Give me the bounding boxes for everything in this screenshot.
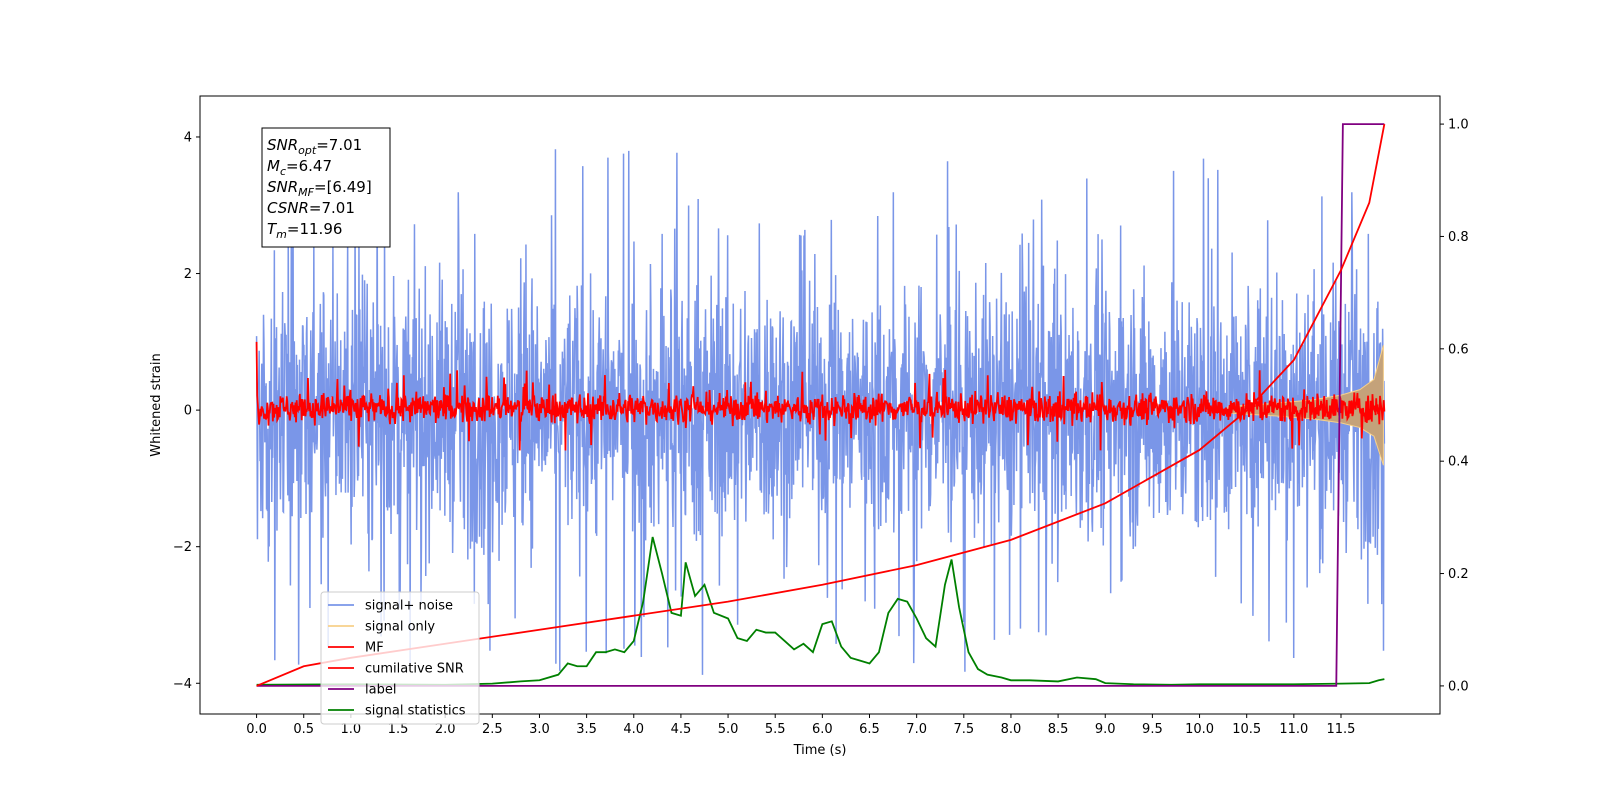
y-tick-label: −2 [173,540,192,555]
y2-tick-label: 0.0 [1448,679,1469,694]
y-tick-label: 2 [184,267,192,282]
x-tick-label: 10.0 [1185,722,1214,737]
series-label-line [256,123,1385,687]
x-tick-label: 8.0 [1001,722,1022,737]
legend-label: signal+ noise [365,599,453,614]
y-tick-label: −4 [173,677,192,692]
y2-tick-label: 0.2 [1448,567,1469,582]
series-signal-statistics-line [256,536,1385,686]
x-tick-label: 5.0 [718,722,739,737]
series-layer [255,123,1386,687]
x-tick-label: 10.5 [1232,722,1261,737]
annotation-line: SNRopt=7.01 [267,136,362,157]
annotation-line: Mc=6.47 [267,157,332,178]
series-mf-line [255,341,1386,451]
legend-label: label [365,683,396,698]
x-tick-label: 6.0 [812,722,833,737]
y2-tick-label: 0.6 [1448,342,1469,357]
legend-label: cumilative SNR [365,662,464,677]
x-tick-label: 4.5 [671,722,692,737]
x-tick-label: 11.0 [1279,722,1308,737]
x-tick-label: 0.0 [246,722,267,737]
legend-label: signal statistics [365,704,466,719]
x-tick-label: 9.0 [1095,722,1116,737]
y-tick-label: 4 [184,130,192,145]
x-tick-label: 2.5 [482,722,503,737]
legend-frame [320,591,480,725]
x-tick-label: 3.0 [529,722,550,737]
annotation-line: CSNR=7.01 [267,199,355,217]
x-tick-label: 6.5 [859,722,880,737]
plot-frame [199,95,1441,715]
annotation-line: Tm=11.96 [267,220,342,241]
legend-label: MF [365,641,384,656]
x-tick-label: 9.5 [1142,722,1163,737]
x-tick-label: 11.5 [1327,722,1356,737]
x-tick-label: 7.5 [953,722,974,737]
x-tick-label: 7.0 [906,722,927,737]
x-tick-label: 3.5 [576,722,597,737]
y2-tick-label: 0.8 [1448,230,1469,245]
y-axis-label: Whitened strain [149,353,164,456]
x-tick-label: 2.0 [435,722,456,737]
x-tick-label: 4.0 [623,722,644,737]
y2-tick-label: 1.0 [1448,118,1469,133]
x-tick-label: 1.5 [388,722,409,737]
x-tick-label: 5.5 [765,722,786,737]
x-tick-label: 0.5 [293,722,314,737]
legend: signal+ noise signal only MF cumilative SNR… [320,591,480,725]
x-tick-label: 1.0 [341,722,362,737]
x-axis-label: Time (s) [793,743,847,758]
ticks-layer: 0.0 0.5 1.0 1.5 2.0 2.5 3.0 3.5 4.0 4.5 5.0 5.5 6.0 6… [173,118,1469,737]
annotation-line: SNRMF=[6.49] [267,178,372,199]
y-tick-label: 0 [184,404,192,419]
x-tick-label: 8.5 [1048,722,1069,737]
legend-label: signal only [365,620,435,635]
y2-tick-label: 0.4 [1448,455,1469,470]
annotation-frame [261,127,391,248]
